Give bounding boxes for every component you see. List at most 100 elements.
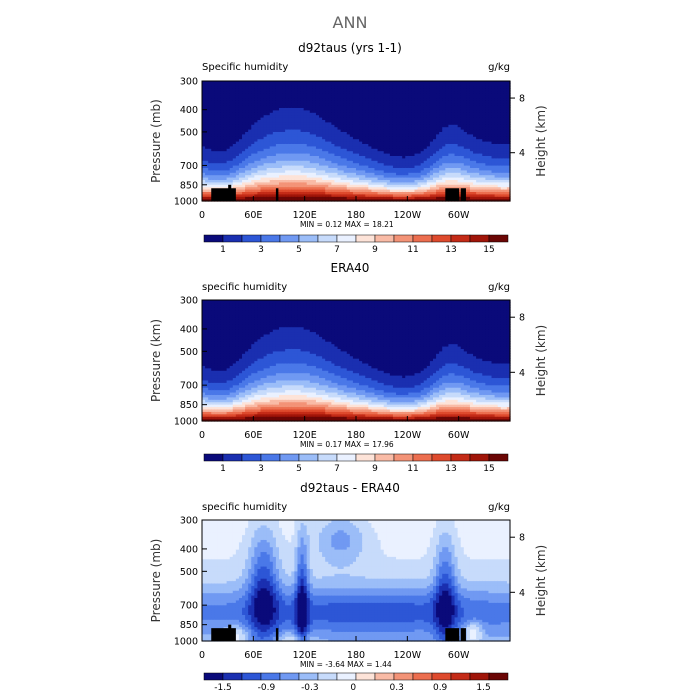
heatmap-cell [275,117,280,120]
heatmap-cell [389,186,394,190]
heatmap-cell [229,150,234,154]
heatmap-cell [235,121,240,125]
heatmap-cell [254,85,259,89]
heatmap-cell [359,119,363,123]
heatmap-cell [220,150,225,154]
heatmap-cell [337,148,342,152]
heatmap-cell [312,165,317,168]
heatmap-cell [352,90,357,94]
heatmap-cell [312,148,317,152]
heatmap-cell [337,97,342,101]
heatmap-cell [214,109,218,113]
heatmap-cell [383,131,388,135]
heatmap-cell [356,121,360,125]
heatmap-cell [331,191,336,195]
heatmap-cell [306,114,311,118]
heatmap-cell [383,121,388,125]
heatmap-cell [359,157,363,161]
heatmap-cell [238,97,243,101]
heatmap-cell [368,138,372,142]
heatmap-cell [223,186,228,190]
heatmap-cell [343,133,348,137]
heatmap-cell [226,150,231,154]
heatmap-cell [205,109,209,113]
heatmap-cell [328,97,332,101]
heatmap-cell [211,174,215,178]
heatmap-cell [349,181,354,185]
heatmap-cell [352,83,357,87]
heatmap-cell [383,153,388,156]
heatmap-cell [275,100,280,104]
heatmap-cell [257,97,262,101]
heatmap-cell [337,133,342,137]
heatmap-cell [368,117,372,120]
heatmap-cell [334,196,339,200]
heatmap-cell [257,155,262,159]
heatmap-cell [205,133,209,137]
heatmap-cell [365,184,369,188]
heatmap-cell [291,90,295,94]
heatmap-cell [257,186,262,190]
heatmap-cell [312,119,317,123]
heatmap-cell [334,131,339,135]
heatmap-cell [337,121,342,125]
heatmap-cell [377,177,382,180]
heatmap-cell [297,172,302,176]
heatmap-cell [337,129,342,132]
heatmap-cell [202,184,206,188]
heatmap-cell [294,126,299,130]
heatmap-cell [288,145,292,149]
heatmap-cell [303,90,308,94]
heatmap-cell [300,174,305,178]
heatmap-cell [352,85,357,89]
heatmap-cell [392,165,397,168]
heatmap-cell [260,136,265,140]
heatmap-cell [242,153,246,156]
heatmap-cell [331,83,336,87]
heatmap-cell [365,114,369,118]
heatmap-cell [263,179,268,183]
heatmap-cell [272,165,277,168]
heatmap-cell [362,155,366,159]
heatmap-cell [251,105,255,108]
heatmap-cell [322,145,326,149]
heatmap-cell [300,97,305,101]
heatmap-cell [202,165,206,168]
heatmap-cell [371,150,376,154]
heatmap-cell [325,105,329,108]
heatmap-cell [242,131,246,135]
heatmap-cell [389,145,394,149]
heatmap-cell [288,95,292,99]
heatmap-cell [328,102,332,106]
heatmap-cell [325,109,329,113]
heatmap-cell [343,153,348,156]
heatmap-cell [319,102,323,106]
heatmap-cell [362,193,366,197]
heatmap-cell [266,153,271,156]
heatmap-cell [288,97,292,101]
heatmap-cell [383,141,388,144]
heatmap-cell [392,126,397,130]
heatmap-cell [251,143,255,147]
heatmap-cell [208,196,212,200]
heatmap-cell [232,95,237,99]
heatmap-cell [257,143,262,147]
heatmap-cell [232,155,237,159]
heatmap-cell [254,109,259,113]
heatmap-cell [343,126,348,130]
heatmap-cell [229,109,234,113]
heatmap-cell [380,95,385,99]
heatmap-cell [232,109,237,113]
heatmap-cell [325,169,329,173]
heatmap-cell [285,97,289,101]
heatmap-cell [220,95,225,99]
heatmap-cell [263,157,268,161]
heatmap-cell [356,85,360,89]
heatmap-cell [331,93,336,96]
heatmap-cell [309,184,314,188]
heatmap-cell [248,131,252,135]
heatmap-cell [202,145,206,149]
heatmap-cell [383,157,388,161]
heatmap-cell [285,95,289,99]
heatmap-cell [232,124,237,128]
